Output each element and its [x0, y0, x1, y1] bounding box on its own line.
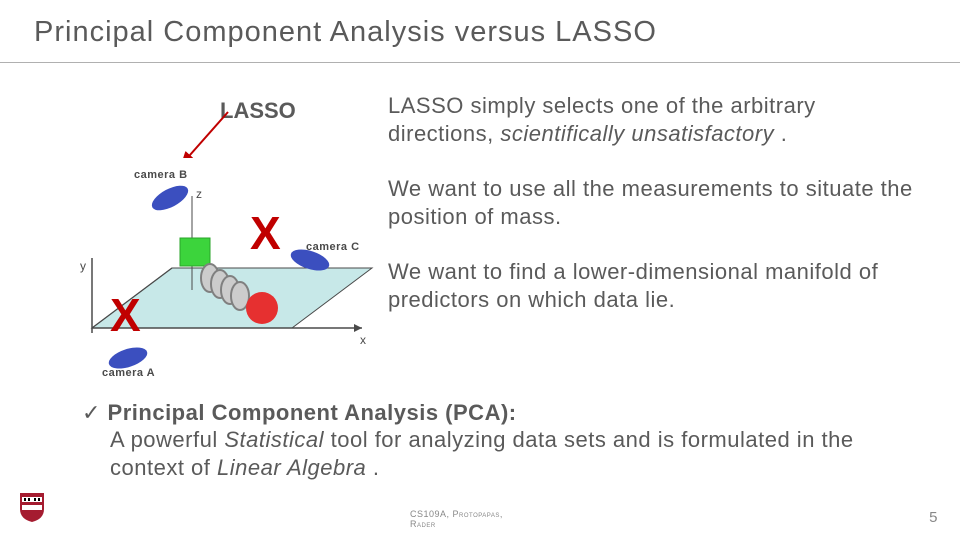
- svg-text:x: x: [360, 333, 367, 347]
- pca-block: ✓ Principal Component Analysis (PCA): A …: [82, 400, 912, 481]
- page-number: 5: [929, 509, 938, 526]
- camera-b-shape: [148, 181, 192, 216]
- pca-heading: Principal Component Analysis (PCA):: [108, 400, 517, 425]
- svg-text:camera A: camera A: [102, 367, 155, 379]
- para-2: We want to use all the measurements to s…: [388, 175, 928, 230]
- para-3: We want to find a lower-dimensional mani…: [388, 258, 928, 313]
- x-mark-2: X: [110, 292, 141, 338]
- body-text: LASSO simply selects one of the arbitrar…: [388, 92, 928, 313]
- title-underline: [0, 62, 960, 63]
- checkmark-icon: ✓: [82, 400, 108, 425]
- svg-text:camera C: camera C: [306, 241, 360, 253]
- svg-text:camera B: camera B: [134, 169, 188, 181]
- harvard-shield-icon: [18, 491, 46, 528]
- pca-body: A powerful Statistical tool for analyzin…: [110, 426, 912, 481]
- svg-text:y: y: [80, 259, 87, 273]
- para-1: LASSO simply selects one of the arbitrar…: [388, 92, 928, 147]
- footer-credits: CS109A, Protopapas, Rader: [410, 510, 503, 530]
- slide-title: Principal Component Analysis versus LASS…: [34, 16, 657, 49]
- lasso-diagram: z x y camera B camera C: [62, 158, 380, 380]
- slide: Principal Component Analysis versus LASS…: [0, 0, 960, 540]
- svg-text:z: z: [196, 187, 203, 201]
- x-mark-1: X: [250, 210, 281, 256]
